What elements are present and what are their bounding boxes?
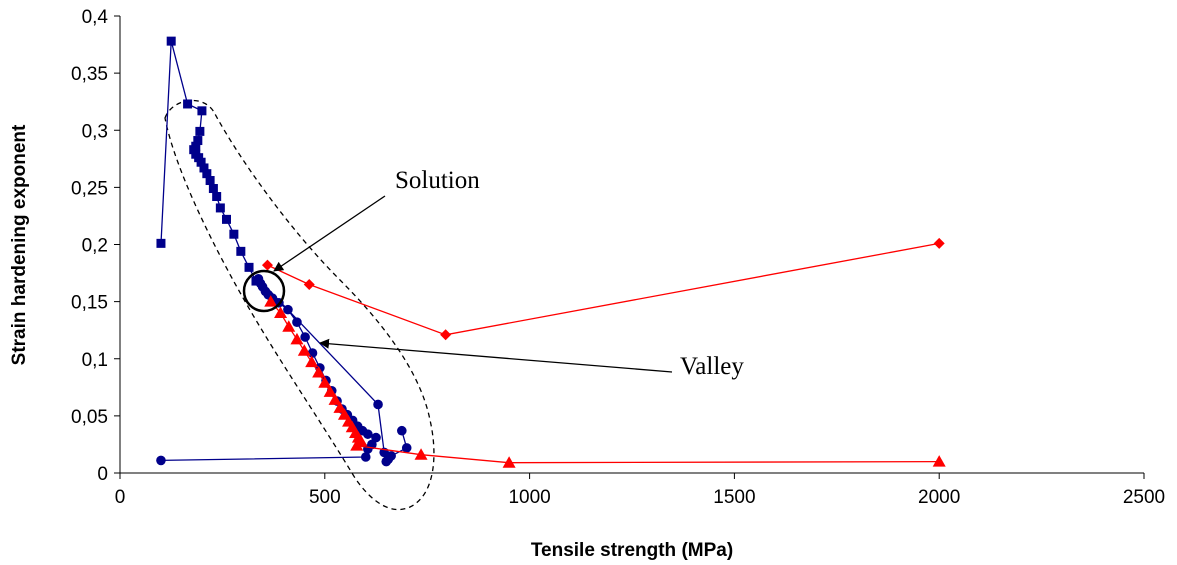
data-point xyxy=(195,127,204,136)
x-tick-label: 2500 xyxy=(1123,487,1165,508)
y-tick-label: 0,1 xyxy=(82,350,108,371)
data-point xyxy=(216,203,225,212)
data-point xyxy=(197,106,206,115)
solution-arrow xyxy=(274,196,385,271)
data-point xyxy=(156,239,165,248)
data-point xyxy=(156,456,166,466)
annotations: Solution Valley xyxy=(274,167,744,380)
y-tick-label: 0,35 xyxy=(71,64,108,85)
data-point xyxy=(209,184,218,193)
data-point xyxy=(167,37,176,46)
valley-label: Valley xyxy=(680,353,744,380)
y-axis-title: Strain hardening exponent xyxy=(9,124,30,365)
data-point xyxy=(283,305,293,315)
data-point xyxy=(371,433,381,443)
x-tick-label: 1500 xyxy=(713,487,755,508)
data-point xyxy=(229,230,238,239)
data-point xyxy=(292,317,302,327)
data-point xyxy=(262,260,273,271)
data-point xyxy=(183,99,192,108)
data-point xyxy=(440,329,451,340)
data-point xyxy=(933,455,946,467)
x-tick-label: 500 xyxy=(309,487,341,508)
y-tick-label: 0,25 xyxy=(71,178,108,199)
data-point xyxy=(212,192,221,201)
y-tick-label: 0 xyxy=(97,464,108,485)
y-tick-label: 0,05 xyxy=(71,407,108,428)
data-point xyxy=(222,215,231,224)
valley-arrow xyxy=(320,343,672,372)
data-point xyxy=(361,452,371,462)
series-layer xyxy=(156,37,946,468)
data-point xyxy=(304,279,315,290)
data-point xyxy=(934,238,945,249)
x-tick-label: 2000 xyxy=(918,487,960,508)
data-point xyxy=(236,247,245,256)
x-tick-label: 1000 xyxy=(508,487,550,508)
series-line xyxy=(268,243,940,334)
data-point xyxy=(373,400,383,410)
data-point xyxy=(206,176,215,185)
data-point xyxy=(402,443,412,453)
data-point xyxy=(254,274,264,284)
series-square xyxy=(156,37,260,286)
data-point xyxy=(397,426,407,436)
y-tick-label: 0,2 xyxy=(82,236,108,257)
y-tick-label: 0,15 xyxy=(71,293,108,314)
data-point xyxy=(300,332,310,342)
series-circle xyxy=(156,274,411,466)
series-triangle xyxy=(264,295,945,468)
y-tick-group: 0 0,05 0,1 0,15 0,2 0,25 0,3 0,35 0,4 xyxy=(71,7,120,485)
data-point xyxy=(245,263,254,272)
series-line xyxy=(271,302,940,463)
series-diamond xyxy=(262,238,945,340)
solution-label: Solution xyxy=(395,167,480,194)
axes xyxy=(120,16,1144,473)
data-point xyxy=(386,451,396,461)
series-line xyxy=(161,41,256,281)
x-axis-title: Tensile strength (MPa) xyxy=(531,540,733,561)
x-tick-group: 0 500 1000 1500 2000 2500 xyxy=(115,473,1165,508)
y-tick-label: 0,3 xyxy=(82,121,108,142)
x-tick-label: 0 xyxy=(115,487,126,508)
y-tick-label: 0,4 xyxy=(82,7,109,28)
